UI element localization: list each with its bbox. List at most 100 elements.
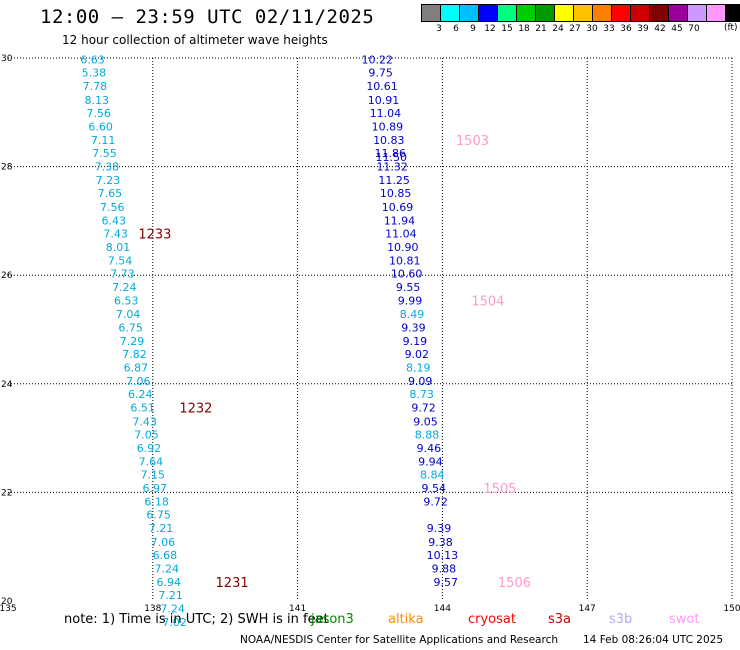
data-point-label: 8.13 bbox=[85, 94, 110, 107]
legend-label: 24 bbox=[552, 24, 564, 34]
data-point-label: 11.50 bbox=[375, 151, 407, 164]
x-tick-label: 141 bbox=[289, 604, 306, 614]
data-point-label: 9.99 bbox=[398, 295, 423, 308]
pass-time-label: 1505 bbox=[483, 482, 516, 497]
data-point-label: 6.63 bbox=[80, 54, 105, 67]
data-point-label: 9.05 bbox=[413, 415, 438, 428]
legend-labels: 3 6 9 12 15 18 21 24 27 30 33 36 39 42 45 70 bbox=[422, 22, 740, 36]
data-point-label: 7.23 bbox=[96, 174, 121, 187]
y-tick-label: 22 bbox=[1, 488, 12, 498]
data-point-label: 9.57 bbox=[434, 576, 459, 589]
data-point-label: 10.83 bbox=[373, 134, 405, 147]
data-point-label: 8.84 bbox=[420, 468, 445, 481]
data-point-label: 6.18 bbox=[144, 496, 169, 509]
data-point-label: 6.94 bbox=[156, 576, 181, 589]
footer-credit: NOAA/NESDIS Center for Satellite Applica… bbox=[240, 634, 558, 646]
data-point-label: 7.43 bbox=[103, 227, 128, 240]
data-point-label: 6.60 bbox=[88, 120, 113, 133]
y-tick-label: 26 bbox=[1, 271, 13, 281]
footer-note: note: 1) Time is in UTC; 2) SWH is in fe… bbox=[64, 612, 329, 627]
data-point-label: 6.43 bbox=[101, 214, 126, 227]
legend-label: 3 bbox=[436, 24, 442, 34]
y-tick-label: 20 bbox=[1, 597, 13, 607]
data-point-label: 11.04 bbox=[385, 227, 417, 240]
satellite-s3a: s3a bbox=[548, 612, 572, 627]
data-point-label: 8.49 bbox=[400, 308, 425, 321]
legend-label: 45 bbox=[671, 24, 683, 34]
legend-label: 39 bbox=[637, 24, 649, 34]
data-point-label: 6.24 bbox=[128, 388, 153, 401]
legend-unit: (ft) bbox=[724, 23, 738, 33]
data-point-label: 9.39 bbox=[427, 522, 452, 535]
data-point-label: 7.82 bbox=[122, 348, 147, 361]
data-point-label: 7.04 bbox=[116, 308, 141, 321]
legend-swatches bbox=[421, 4, 740, 22]
y-tick-label: 24 bbox=[1, 380, 13, 390]
pass-time-label: 1231 bbox=[216, 576, 249, 591]
data-point-label: 9.54 bbox=[421, 482, 446, 495]
data-point-label: 9.55 bbox=[396, 281, 421, 294]
legend-label: 70 bbox=[688, 24, 700, 34]
data-point-label: 9.38 bbox=[428, 536, 453, 549]
data-point-label: 10.81 bbox=[389, 255, 421, 268]
data-point-label: 7.64 bbox=[139, 455, 164, 468]
data-point-label: 11.32 bbox=[376, 161, 408, 174]
data-point-label: 8.88 bbox=[415, 428, 440, 441]
data-point-label: 6.92 bbox=[137, 442, 162, 455]
legend-label: 15 bbox=[501, 24, 513, 34]
chart-subtitle: 12 hour collection of altimeter wave hei… bbox=[62, 33, 328, 47]
legend-label: 18 bbox=[518, 24, 530, 34]
data-point-label: 7.05 bbox=[134, 428, 159, 441]
data-point-label: 7.55 bbox=[92, 147, 117, 160]
data-point-label: 9.19 bbox=[403, 335, 428, 348]
x-tick-label: 147 bbox=[579, 604, 596, 614]
data-point-label: 7.24 bbox=[112, 281, 137, 294]
pass-time-label: 1504 bbox=[471, 295, 504, 310]
data-point-label: 7.29 bbox=[120, 335, 145, 348]
data-point-label: 6.75 bbox=[146, 509, 171, 522]
x-tick-label: 135 bbox=[0, 604, 17, 614]
data-point-label: 7.38 bbox=[95, 161, 120, 174]
data-point-label: 10.69 bbox=[382, 201, 414, 214]
data-point-label: 5.38 bbox=[82, 67, 107, 80]
legend-label: 33 bbox=[603, 24, 615, 34]
pass-time-label: 1506 bbox=[498, 576, 531, 591]
data-point-label: 7.06 bbox=[151, 536, 176, 549]
satellite-cryosat: cryosat bbox=[468, 612, 516, 627]
data-point-label: 10.85 bbox=[380, 187, 412, 200]
data-point-label: 7.21 bbox=[158, 589, 183, 602]
legend-label: 21 bbox=[535, 24, 547, 34]
data-point-label: 11.04 bbox=[370, 107, 402, 120]
data-point-label: 6.75 bbox=[118, 321, 143, 334]
satellite-jason3: jason3 bbox=[311, 612, 354, 627]
color-legend: 3 6 9 12 15 18 21 24 27 30 33 36 39 42 45 70 (ft) bbox=[421, 4, 740, 36]
satellite-swot: swot bbox=[669, 612, 700, 627]
data-point-label: 7.43 bbox=[132, 415, 157, 428]
pass-time-label: 1232 bbox=[179, 402, 212, 417]
legend-label: 9 bbox=[470, 24, 476, 34]
data-point-label: 9.46 bbox=[417, 442, 442, 455]
x-tick-label: 138 bbox=[144, 604, 161, 614]
data-point-label: 7.65 bbox=[98, 187, 123, 200]
data-point-label: 9.94 bbox=[418, 455, 443, 468]
data-point-label: 11.94 bbox=[384, 214, 416, 227]
legend-label: 27 bbox=[569, 24, 581, 34]
data-point-label: 10.89 bbox=[372, 120, 404, 133]
data-point-label: 8.19 bbox=[406, 362, 431, 375]
data-point-label: 9.02 bbox=[405, 348, 430, 361]
y-tick-label: 30 bbox=[1, 54, 13, 64]
data-point-label: 9.09 bbox=[408, 375, 433, 388]
data-point-label: 7.54 bbox=[108, 255, 133, 268]
data-point-label: 7.06 bbox=[126, 375, 151, 388]
data-point-label: 7.15 bbox=[141, 468, 166, 481]
satellite-s3b: s3b bbox=[609, 612, 633, 627]
data-point-label: 11.25 bbox=[378, 174, 410, 187]
data-point-label: 10.60 bbox=[391, 268, 423, 281]
legend-label: 30 bbox=[586, 24, 598, 34]
data-point-label: 7.78 bbox=[83, 80, 108, 93]
data-point-label: 7.24 bbox=[155, 562, 180, 575]
data-point-label: 7.24 bbox=[160, 603, 185, 616]
legend-label: 6 bbox=[453, 24, 459, 34]
legend-label: 12 bbox=[484, 24, 496, 34]
